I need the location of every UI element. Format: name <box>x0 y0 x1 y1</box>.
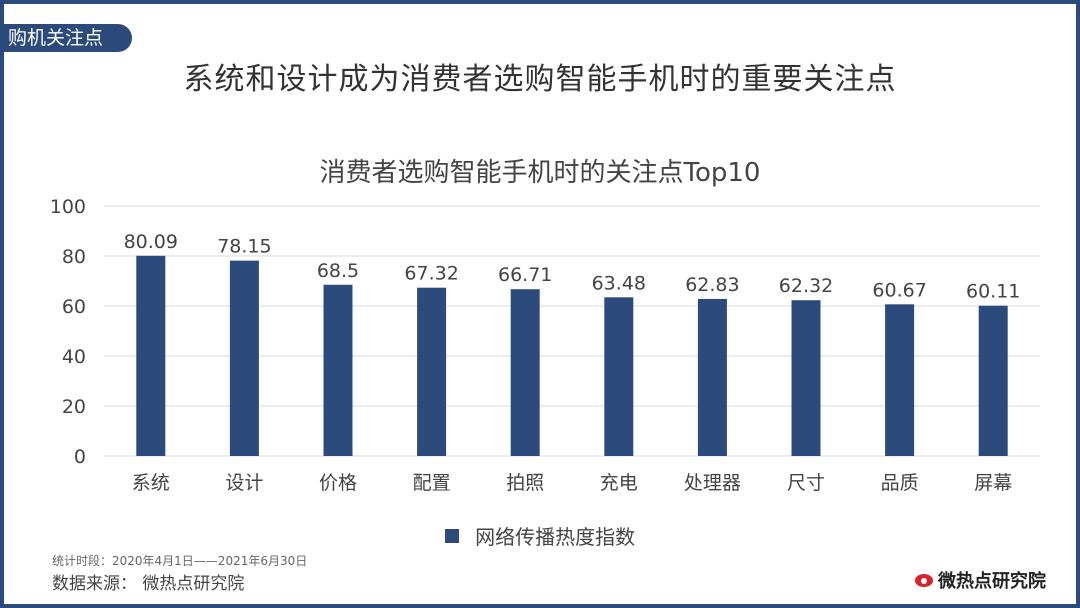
data-label: 60.67 <box>872 279 926 301</box>
x-tick-label: 屏幕 <box>974 472 1012 494</box>
x-tick-label: 设计 <box>225 472 263 494</box>
legend-label: 网络传播热度指数 <box>475 525 636 549</box>
x-tick-label: 尺寸 <box>787 472 825 494</box>
x-tick-label: 价格 <box>319 472 357 494</box>
data-label: 63.48 <box>592 272 646 294</box>
section-tag: 购机关注点 <box>4 24 132 52</box>
data-label: 67.32 <box>404 263 458 285</box>
chart-title: 消费者选购智能手机时的关注点Top10 <box>319 158 761 188</box>
y-tick-label: 20 <box>62 396 86 418</box>
bars <box>136 255 1008 456</box>
data-label: 78.15 <box>217 236 271 258</box>
y-axis: 0 20 40 60 80 100 <box>50 196 86 468</box>
y-tick-label: 80 <box>62 246 86 268</box>
stat-period: 统计时段：2020年4月1日——2021年6月30日 <box>52 554 308 568</box>
bar-价格 <box>323 284 353 456</box>
data-label: 66.71 <box>498 264 552 286</box>
bar-拍照 <box>510 289 540 456</box>
brand-name: 微热点研究院 <box>938 571 1046 592</box>
page-title: 系统和设计成为消费者选购智能手机时的重要关注点 <box>183 62 897 97</box>
brand-logo: 微热点研究院 <box>915 567 1046 593</box>
bar-充电 <box>604 297 634 456</box>
bar-配置 <box>417 287 447 456</box>
bar-设计 <box>229 260 259 456</box>
y-tick-label: 40 <box>62 346 86 368</box>
y-tick-label: 100 <box>50 196 86 218</box>
gridlines <box>104 205 1040 457</box>
x-tick-label: 拍照 <box>506 472 544 494</box>
data-label: 80.09 <box>124 231 178 253</box>
eye-logo-icon <box>915 572 935 588</box>
x-tick-label: 品质 <box>881 472 919 494</box>
bar-系统 <box>136 255 166 456</box>
x-tick-label: 系统 <box>132 472 170 494</box>
y-tick-label: 60 <box>62 296 86 318</box>
data-label: 62.83 <box>685 274 739 296</box>
x-tick-label: 处理器 <box>684 472 741 494</box>
y-tick-label: 0 <box>74 446 86 468</box>
bar-屏幕 <box>978 305 1008 456</box>
bar-chart: 0 20 40 60 80 100 80.09 78.15 68.5 67.32 66.71 63.… <box>50 196 1040 494</box>
data-source: 数据来源： 微热点研究院 <box>52 574 245 594</box>
legend: 网络传播热度指数 <box>4 521 1076 550</box>
data-labels: 80.09 78.15 68.5 67.32 66.71 63.48 62.83 62.32 6… <box>124 231 1021 303</box>
x-tick-label: 配置 <box>413 472 451 494</box>
bar-品质 <box>885 304 915 456</box>
x-axis: 系统 设计 价格 配置 拍照 充电 处理器 尺寸 品质 屏幕 <box>132 472 1012 494</box>
bar-处理器 <box>697 298 727 456</box>
bar-尺寸 <box>791 300 821 456</box>
data-label: 68.5 <box>317 260 359 282</box>
x-tick-label: 充电 <box>600 472 638 494</box>
legend-swatch <box>444 528 459 543</box>
data-label: 62.32 <box>779 275 833 297</box>
data-label: 60.11 <box>966 281 1020 303</box>
